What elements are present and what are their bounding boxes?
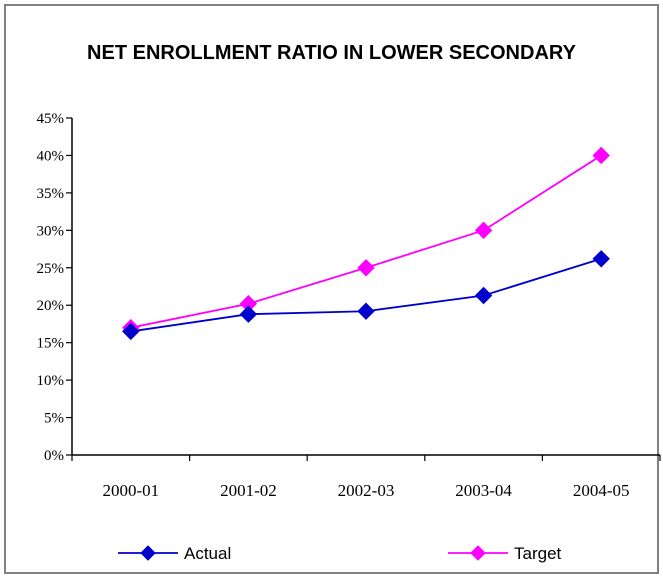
x-tick-label: 2004-05 bbox=[573, 481, 630, 500]
y-tick-label: 10% bbox=[37, 373, 65, 389]
data-point-target bbox=[357, 259, 375, 277]
x-tick-label: 2002-03 bbox=[338, 481, 395, 500]
legend-marker-actual bbox=[140, 545, 156, 561]
y-axis-ticks: 0% 5% 10% 15% 20% 25% 30% 35% 40% 45% bbox=[37, 111, 72, 464]
x-axis-ticks: 2000-01 2001-02 2002-03 2003-04 2004-05 bbox=[71, 455, 661, 500]
legend: Actual Target bbox=[118, 544, 562, 563]
legend-label-actual: Actual bbox=[184, 544, 231, 563]
data-point-target bbox=[592, 146, 610, 165]
y-tick-label: 30% bbox=[37, 223, 65, 239]
data-point-actual bbox=[239, 305, 258, 323]
y-tick-label: 0% bbox=[44, 448, 64, 464]
data-point-target bbox=[474, 221, 493, 240]
y-tick-label: 20% bbox=[37, 298, 65, 314]
y-tick-label: 5% bbox=[44, 411, 64, 427]
legend-marker-target bbox=[470, 545, 486, 561]
data-point-actual bbox=[122, 322, 140, 341]
data-point-actual bbox=[357, 302, 375, 320]
x-tick-label: 2000-01 bbox=[102, 481, 159, 500]
x-tick-label: 2003-04 bbox=[455, 481, 512, 500]
chart-frame bbox=[4, 4, 659, 574]
y-tick-label: 45% bbox=[37, 111, 65, 127]
data-point-actual bbox=[474, 286, 493, 305]
legend-label-target: Target bbox=[514, 544, 562, 563]
chart-title: NET ENROLLMENT RATIO IN LOWER SECONDARY bbox=[87, 42, 576, 64]
y-tick-label: 15% bbox=[37, 336, 65, 352]
y-tick-label: 35% bbox=[37, 186, 65, 202]
data-point-actual bbox=[592, 250, 610, 268]
y-tick-label: 25% bbox=[37, 261, 65, 277]
x-tick-label: 2001-02 bbox=[220, 481, 277, 500]
y-tick-label: 40% bbox=[37, 148, 65, 164]
series-line-target bbox=[130, 154, 602, 329]
axes bbox=[71, 118, 660, 456]
series-layer bbox=[122, 146, 610, 341]
